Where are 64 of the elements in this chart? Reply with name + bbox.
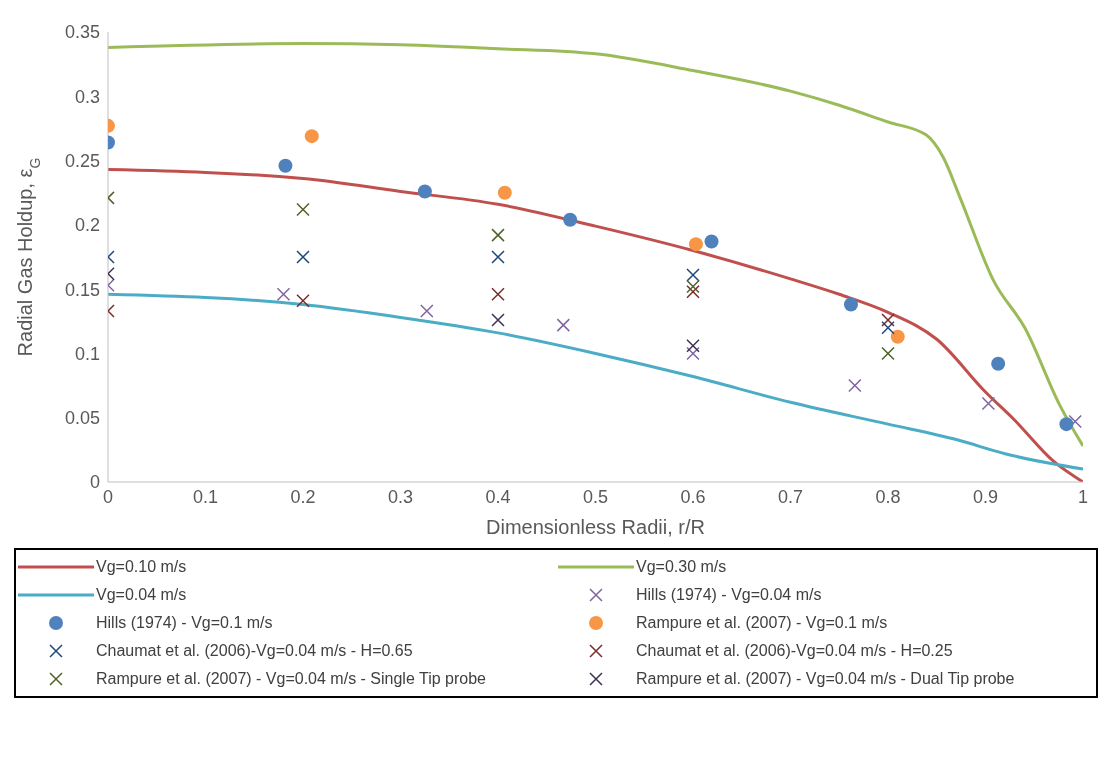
point	[556, 318, 571, 332]
x-tick-label: 0.9	[972, 486, 999, 507]
x-tick-label: 0.3	[387, 486, 414, 507]
x-tick-label: 0.6	[680, 486, 706, 507]
point	[278, 158, 293, 173]
point	[296, 293, 310, 308]
x-tick-label: 0.4	[485, 486, 511, 507]
point	[491, 250, 505, 264]
y-tick-label: 0.05	[64, 408, 100, 429]
point	[890, 329, 905, 344]
legend-label: Rampure et al. (2007) - Vg=0.04 m/s - Dual Tip probe	[636, 670, 1015, 688]
line-series	[108, 42, 1083, 448]
point	[981, 396, 996, 411]
y-tick-label: 0.25	[64, 150, 100, 171]
point	[417, 184, 432, 199]
legend-label: Chaumat et al. (2006)-Vg=0.04 m/s - H=0.25	[636, 642, 953, 660]
legend-label: Vg=0.10 m/s	[96, 558, 187, 576]
point	[704, 234, 719, 249]
x-tick-label: 0.2	[290, 486, 316, 507]
y-tick-label: 0.35	[64, 22, 100, 43]
point	[686, 268, 700, 282]
point	[420, 304, 434, 318]
x-tick-label: 0.8	[875, 486, 901, 507]
point	[881, 320, 895, 335]
point	[304, 129, 319, 144]
point	[1059, 417, 1074, 432]
y-tick-label: 0	[89, 472, 100, 493]
legend-label: Hills (1974) - Vg=0.04 m/s	[636, 586, 822, 604]
x-tick-label: 0.5	[582, 486, 609, 507]
x-axis-title: Dimensionless Radii, r/R	[486, 516, 705, 538]
legend-label: Rampure et al. (2007) - Vg=0.1 m/s	[636, 614, 888, 632]
point	[563, 212, 578, 227]
legend-label: Vg=0.30 m/s	[636, 558, 727, 576]
y-tick-label: 0.3	[74, 86, 100, 107]
point	[686, 338, 700, 353]
line-series	[108, 292, 1083, 471]
point	[881, 346, 895, 361]
point	[686, 346, 700, 361]
point	[276, 287, 291, 302]
x-tick-label: 0.1	[192, 486, 219, 507]
y-tick-label: 0.2	[74, 215, 100, 236]
legend-label: Vg=0.04 m/s	[96, 586, 187, 604]
x-tick-label: 0	[102, 486, 114, 507]
point	[686, 279, 700, 294]
point	[686, 284, 700, 299]
point	[491, 313, 505, 327]
point	[491, 228, 505, 242]
point	[881, 313, 895, 327]
point	[491, 287, 505, 302]
x-tick-label: 1	[1077, 486, 1089, 507]
legend-label: Rampure et al. (2007) - Vg=0.04 m/s - Single Tip probe	[96, 670, 486, 688]
legend-label: Hills (1974) - Vg=0.1 m/s	[96, 614, 273, 632]
point	[296, 250, 310, 264]
point	[296, 202, 310, 217]
y-tick-label: 0.15	[64, 279, 100, 300]
x-tick-label: 0.7	[777, 486, 804, 507]
legend-label: Chaumat et al. (2006)-Vg=0.04 m/s - H=0.65	[96, 642, 413, 660]
y-tick-label: 0.1	[74, 343, 100, 364]
point	[843, 297, 858, 312]
point	[688, 237, 703, 252]
point	[991, 356, 1006, 371]
point	[848, 378, 862, 393]
point	[497, 185, 512, 200]
point	[1068, 414, 1082, 429]
